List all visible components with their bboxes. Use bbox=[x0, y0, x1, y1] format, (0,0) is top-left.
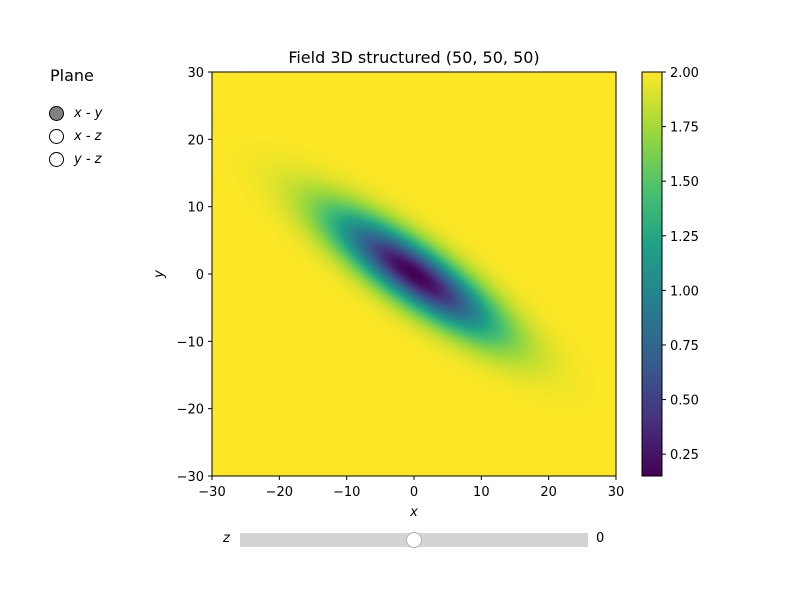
colorbar-tick-label: 1.50 bbox=[670, 175, 699, 190]
colorbar-tick-label: 1.25 bbox=[670, 230, 699, 245]
y-tick-label: 20 bbox=[187, 133, 204, 148]
colorbar-tick-label: 0.25 bbox=[670, 448, 699, 463]
radio-option-label: y - z bbox=[74, 151, 102, 167]
radio-button-icon[interactable] bbox=[49, 105, 64, 121]
y-tick-label: −10 bbox=[177, 335, 204, 350]
x-tick-label: −20 bbox=[266, 485, 293, 500]
colorbar-tick-label: 0.50 bbox=[670, 394, 699, 409]
y-axis-ticks: −30 −20 −10 0 10 20 30 bbox=[177, 66, 212, 485]
y-axis-label: y bbox=[152, 270, 167, 279]
radio-button-icon[interactable] bbox=[49, 151, 64, 167]
y-tick-label: 10 bbox=[187, 201, 204, 216]
colorbar bbox=[641, 71, 663, 477]
heatmap-area bbox=[212, 72, 616, 476]
y-tick-label: −20 bbox=[177, 403, 204, 418]
plane-radio-option[interactable]: y - z bbox=[49, 150, 101, 168]
x-tick-label: −10 bbox=[333, 485, 360, 500]
radio-option-label: x - y bbox=[74, 105, 103, 121]
heatmap-field-image bbox=[212, 72, 616, 476]
radio-button-icon[interactable] bbox=[49, 128, 64, 144]
z-slider-label: z bbox=[223, 531, 230, 546]
plane-radio-option[interactable]: x - z bbox=[49, 127, 101, 145]
colorbar-tick-label: 0.75 bbox=[670, 339, 699, 354]
x-axis-label: x bbox=[409, 505, 418, 520]
colorbar-tick-label: 2.00 bbox=[670, 66, 699, 81]
y-tick-label: 0 bbox=[196, 268, 204, 283]
colorbar-ticks: 0.25 0.50 0.75 1.00 1.25 1.50 1.75 2.00 bbox=[662, 66, 699, 463]
x-tick-label: −30 bbox=[198, 485, 225, 500]
z-slider-handle[interactable] bbox=[406, 532, 422, 548]
z-slider-value: 0 bbox=[596, 531, 605, 546]
x-tick-label: 30 bbox=[608, 485, 625, 500]
radio-option-label: x - z bbox=[74, 128, 102, 144]
x-tick-label: 0 bbox=[410, 485, 418, 500]
x-axis-ticks: −30 −20 −10 0 10 20 30 bbox=[198, 476, 624, 500]
colorbar-tick-label: 1.00 bbox=[670, 284, 699, 299]
plane-radio-option[interactable]: x - y bbox=[49, 104, 102, 122]
plane-selector-title: Plane bbox=[50, 66, 94, 85]
x-tick-label: 20 bbox=[540, 485, 557, 500]
chart-title: Field 3D structured (50, 50, 50) bbox=[288, 48, 539, 67]
y-tick-label: −30 bbox=[177, 470, 204, 485]
y-tick-label: 30 bbox=[187, 66, 204, 81]
colorbar-tick-label: 1.75 bbox=[670, 121, 699, 136]
x-tick-label: 10 bbox=[473, 485, 490, 500]
